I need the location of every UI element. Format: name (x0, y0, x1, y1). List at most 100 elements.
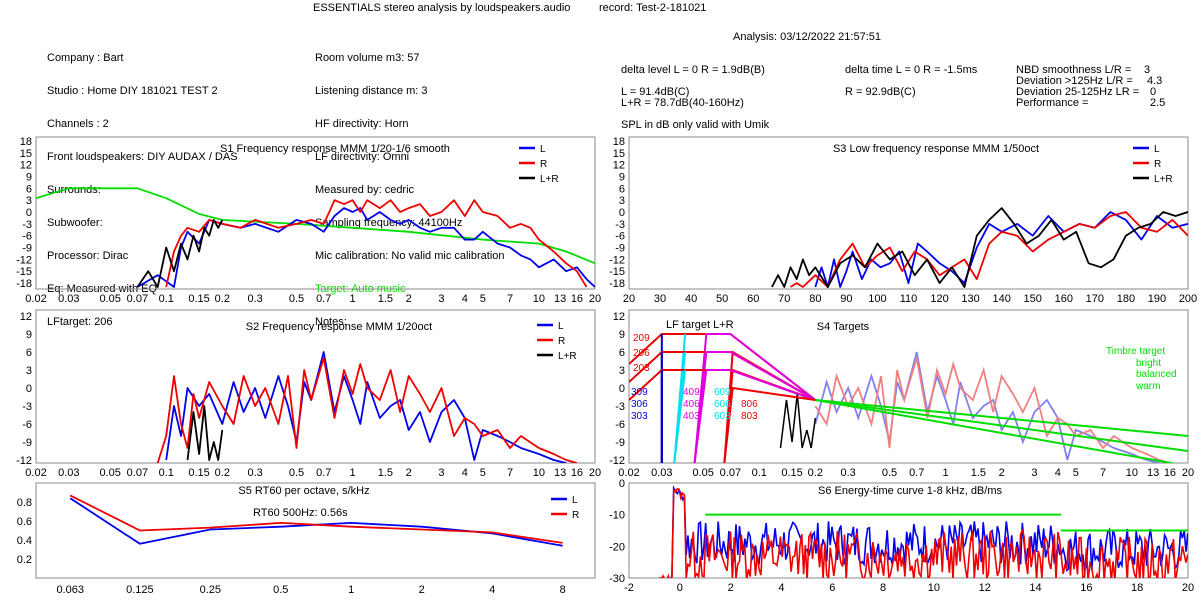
x-tick-label: 16 (1164, 467, 1176, 479)
y-tick-label: -15 (609, 266, 625, 278)
nbd-value: 4.3 (1147, 75, 1163, 87)
info-line: Channels : 2 (47, 118, 109, 130)
x-tick-label: 4 (489, 584, 495, 596)
plot-frame (35, 136, 596, 290)
measured-R (814, 357, 1171, 463)
x-tick-label: 2 (728, 582, 734, 594)
y-tick-label: -6 (22, 419, 32, 431)
x-tick-label: 16 (1080, 582, 1092, 594)
legend-label: R (558, 336, 565, 347)
x-tick-label: 0.5 (882, 467, 897, 479)
x-tick-label: 7 (1100, 467, 1106, 479)
x-tick-label: -2 (624, 582, 634, 594)
x-tick-label: 190 (1148, 293, 1166, 305)
rt60-annotation: RT60 500Hz: 0.56s (253, 507, 348, 519)
x-tick-label: 0.2 (808, 467, 823, 479)
series-group (36, 187, 595, 288)
series-line-L (136, 207, 595, 288)
x-tick-label: 10 (533, 293, 545, 305)
chart-title: S1 Frequency response MMM 1/20-1/6 smoot… (220, 143, 450, 155)
x-tick-label: 20 (1182, 467, 1194, 479)
x-tick-label: 2 (419, 584, 425, 596)
y-tick-label: -12 (16, 455, 32, 467)
x-tick-label: 0.15 (188, 467, 209, 479)
lf-level-label: 206 (633, 348, 650, 359)
x-tick-label: 0.1 (159, 467, 174, 479)
y-tick-label: -6 (615, 231, 625, 243)
x-tick-label: 0 (677, 582, 683, 594)
info-line: LF directivity: Omni (315, 151, 410, 163)
x-tick-label: 20 (1182, 582, 1194, 594)
lf-target-cyan (673, 369, 687, 463)
legend-label: L (558, 321, 564, 332)
x-tick-label: 8 (880, 582, 886, 594)
x-tick-label: 50 (716, 293, 728, 305)
x-tick-label: 0.2 (215, 467, 230, 479)
timbre-label: balanced (1136, 369, 1177, 380)
plot-frame (628, 309, 1189, 464)
x-tick-label: 0.063 (56, 584, 84, 596)
timbre-target-line (815, 399, 1177, 463)
x-tick-label: 180 (1117, 293, 1135, 305)
x-tick-label: 16 (571, 293, 583, 305)
series-line-R (790, 211, 1188, 288)
y-tick-label: 0.8 (17, 497, 32, 509)
x-tick-label: 0.07 (720, 467, 741, 479)
info-line: Measured by: cedric (315, 184, 415, 196)
x-tick-label: 70 (778, 293, 790, 305)
legend-label: L (1154, 144, 1160, 155)
x-tick-label: 170 (1086, 293, 1104, 305)
y-tick-label: 3 (619, 365, 625, 377)
x-tick-label: 1 (350, 293, 356, 305)
y-tick-label: 6 (26, 183, 32, 195)
y-tick-label: 9 (26, 329, 32, 341)
x-tick-label: 0.3 (247, 293, 262, 305)
lf-level-label: 409 (683, 387, 700, 398)
lf-level-label: 209 (633, 333, 650, 344)
x-tick-label: 4 (462, 467, 468, 479)
x-tick-label: 0.15 (188, 293, 209, 305)
nbd-value: 0 (1150, 86, 1157, 98)
x-tick-label: 13 (1147, 467, 1159, 479)
y-tick-label: 0 (619, 207, 625, 219)
legend-label: L+R (558, 351, 577, 362)
x-tick-label: 0.05 (99, 293, 120, 305)
lf-target-label: LF target L+R (666, 319, 734, 331)
measured-sum (779, 393, 817, 449)
report-title: ESSENTIALS stereo analysis by loudspeake… (313, 2, 571, 14)
x-tick-label: 3 (438, 467, 444, 479)
y-tick-label: 9 (26, 171, 32, 183)
x-tick-label: 6 (829, 582, 835, 594)
x-tick-label: 0.5 (273, 584, 288, 596)
x-tick-label: 12 (979, 582, 991, 594)
record-name: record: Test-2-181021 (599, 2, 707, 14)
x-tick-label: 3 (1031, 467, 1037, 479)
info-line: Listening distance m: 3 (315, 85, 428, 97)
series-group (705, 513, 1188, 532)
x-tick-label: 14 (1029, 582, 1041, 594)
series-line-LplusR (136, 218, 224, 288)
x-tick-label: 20 (589, 293, 601, 305)
y-tick-label: -18 (609, 278, 625, 290)
x-tick-label: 1 (350, 467, 356, 479)
nbd-label: Performance = (1016, 97, 1089, 109)
x-tick-label: 0.05 (99, 467, 120, 479)
series-line-L (69, 497, 563, 547)
series-line-LplusR (186, 405, 224, 461)
info-line: Sampling frequency: 44100Hz (315, 217, 463, 229)
y-tick-label: 18 (613, 136, 625, 148)
delta-level: delta level L = 0 R = 1.9dB(B) (621, 64, 765, 76)
plot-frame (628, 136, 1189, 290)
y-tick-label: 18 (20, 136, 32, 148)
lf-level-label: 609 (714, 387, 731, 398)
lf-target-magenta (693, 369, 816, 463)
y-tick-label: 6 (619, 183, 625, 195)
series-line-R (69, 494, 563, 544)
y-tick-label: 9 (619, 329, 625, 341)
series-group (156, 351, 578, 463)
plot-frame (35, 309, 596, 464)
lf-level-label: 406 (683, 399, 700, 410)
x-tick-label: 0.125 (126, 584, 154, 596)
x-tick-label: 20 (589, 467, 601, 479)
y-tick-label: 3 (26, 195, 32, 207)
